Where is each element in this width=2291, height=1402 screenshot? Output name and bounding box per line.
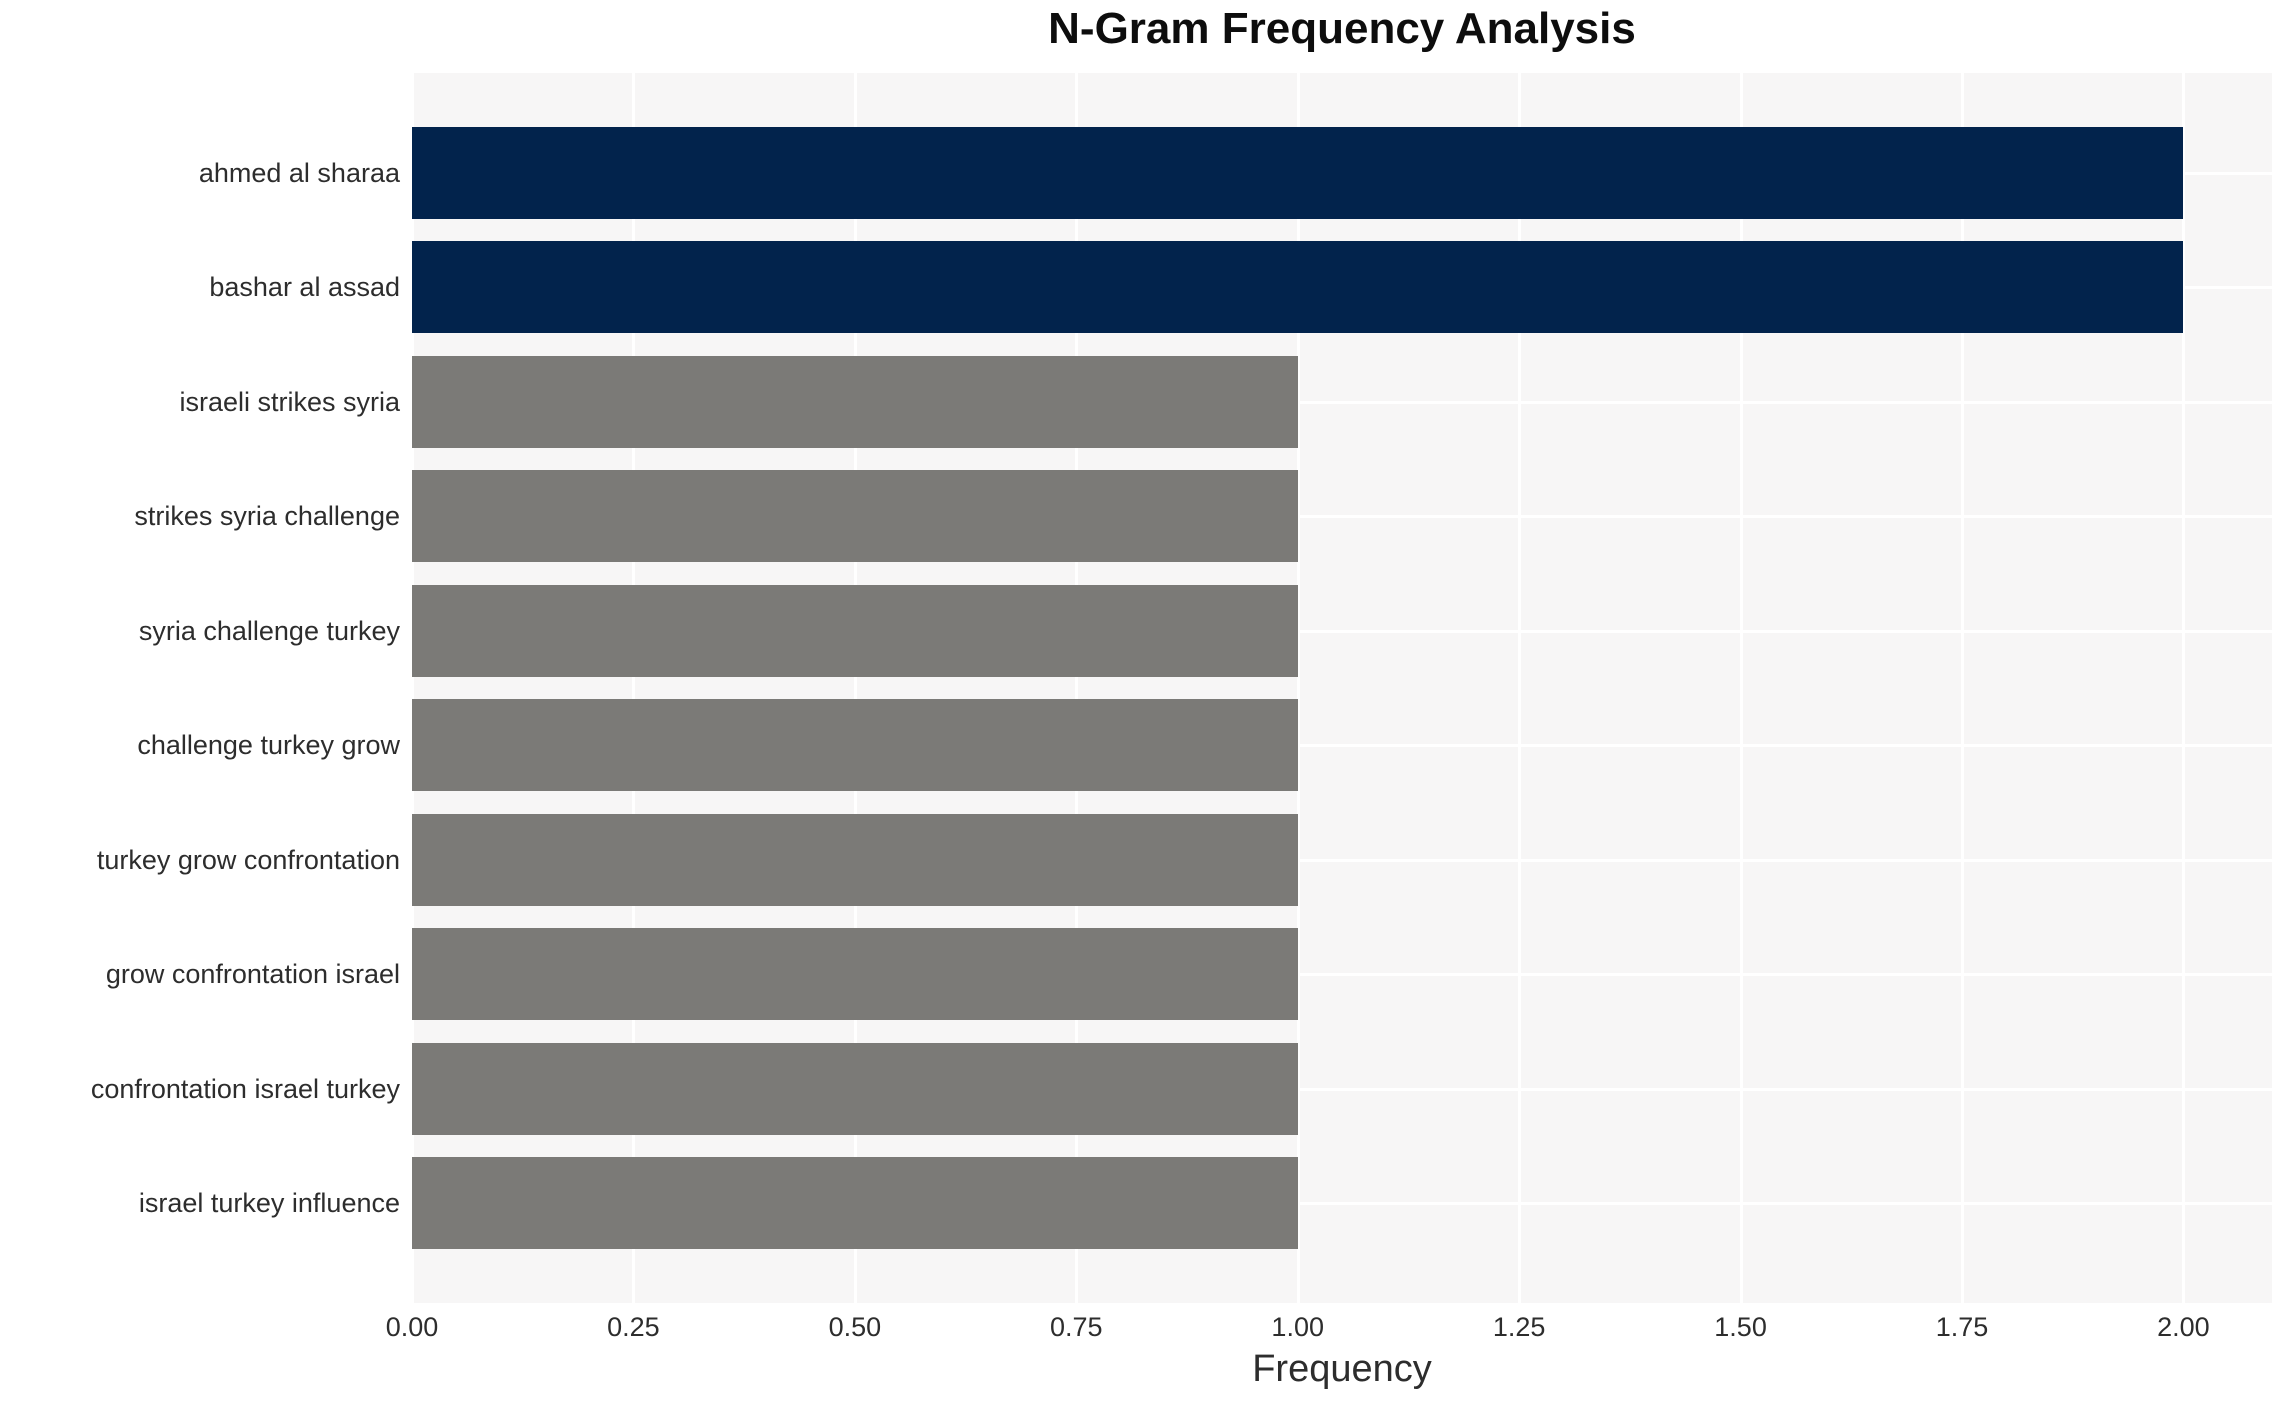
category-label-5: challenge turkey grow bbox=[137, 730, 400, 761]
category-label-8: confrontation israel turkey bbox=[90, 1073, 400, 1104]
xtick-label-0.00: 0.00 bbox=[385, 1312, 439, 1342]
bar-strikes-syria-challenge bbox=[412, 470, 1298, 563]
gridline-vertical-0 bbox=[411, 73, 414, 1303]
xtick-label-1.50: 1.50 bbox=[1714, 1312, 1767, 1342]
x-axis-tick-labels: 0.00 0.25 0.50 0.75 1.00 1.25 1.50 1.75 2.00 bbox=[0, 1312, 2291, 1352]
category-label-9: israel turkey influence bbox=[138, 1188, 400, 1218]
bar-confrontation-israel-turkey bbox=[412, 1042, 1298, 1135]
xtick-label-0.25: 0.25 bbox=[607, 1312, 660, 1342]
xtick-label-0.75: 0.75 bbox=[1050, 1312, 1103, 1342]
category-label-6: turkey grow confrontation bbox=[96, 844, 400, 875]
gridline-vertical-5 bbox=[1518, 73, 1522, 1303]
category-label-3: strikes syria challenge bbox=[134, 501, 400, 532]
y-axis-category-labels: ahmed al sharaa bashar al assad israeli st… bbox=[0, 73, 400, 1303]
bar-turkey-grow-confrontation bbox=[412, 813, 1298, 906]
chart-title: N-Gram Frequency Analysis bbox=[1048, 4, 1636, 53]
bar-challenge-turkey-grow bbox=[412, 699, 1298, 792]
gridline-vertical-3 bbox=[1075, 73, 1079, 1303]
gridline-horizontal-8 bbox=[412, 1087, 2272, 1091]
category-label-4: syria challenge turkey bbox=[138, 615, 400, 646]
bar-grow-confrontation-israel bbox=[412, 928, 1298, 1021]
gridline-horizontal-4 bbox=[412, 629, 2272, 633]
gridline-horizontal-6 bbox=[412, 858, 2272, 862]
x-axis-label: Frequency bbox=[1252, 1348, 1432, 1390]
gridline-horizontal-3 bbox=[412, 515, 2272, 519]
xtick-label-1.75: 1.75 bbox=[1935, 1312, 1989, 1342]
gridline-vertical-6 bbox=[1739, 73, 1743, 1303]
gridline-horizontal-2 bbox=[412, 400, 2272, 404]
gridline-horizontal-7 bbox=[412, 973, 2272, 977]
gridline-vertical-8 bbox=[2182, 73, 2186, 1303]
xtick-label-2.00: 2.00 bbox=[2157, 1312, 2210, 1342]
xtick-label-1.00: 1.00 bbox=[1271, 1312, 1324, 1342]
category-label-2: israeli strikes syria bbox=[179, 386, 400, 417]
bar-bashar-al-assad bbox=[412, 241, 2184, 334]
gridline-horizontal-5 bbox=[412, 744, 2272, 748]
category-label-0: ahmed al sharaa bbox=[198, 158, 400, 188]
gridline-vertical-4 bbox=[1296, 73, 1300, 1303]
bar-israel-turkey-influence bbox=[412, 1157, 1298, 1249]
xtick-label-1.25: 1.25 bbox=[1492, 1312, 1546, 1342]
bar-ahmed-al-sharaa bbox=[412, 127, 2184, 219]
category-label-7: grow confrontation israel bbox=[105, 959, 400, 990]
gridline-horizontal-9 bbox=[412, 1202, 2272, 1205]
category-label-1: bashar al assad bbox=[209, 272, 400, 303]
bar-israeli-strikes-syria bbox=[412, 355, 1298, 448]
gridline-vertical-7 bbox=[1961, 73, 1964, 1303]
plot-area bbox=[411, 73, 2272, 1303]
bar-syria-challenge-turkey bbox=[412, 584, 1298, 677]
gridline-vertical-1 bbox=[632, 73, 636, 1303]
gridline-vertical-2 bbox=[853, 73, 857, 1303]
xtick-label-0.50: 0.50 bbox=[828, 1312, 882, 1342]
